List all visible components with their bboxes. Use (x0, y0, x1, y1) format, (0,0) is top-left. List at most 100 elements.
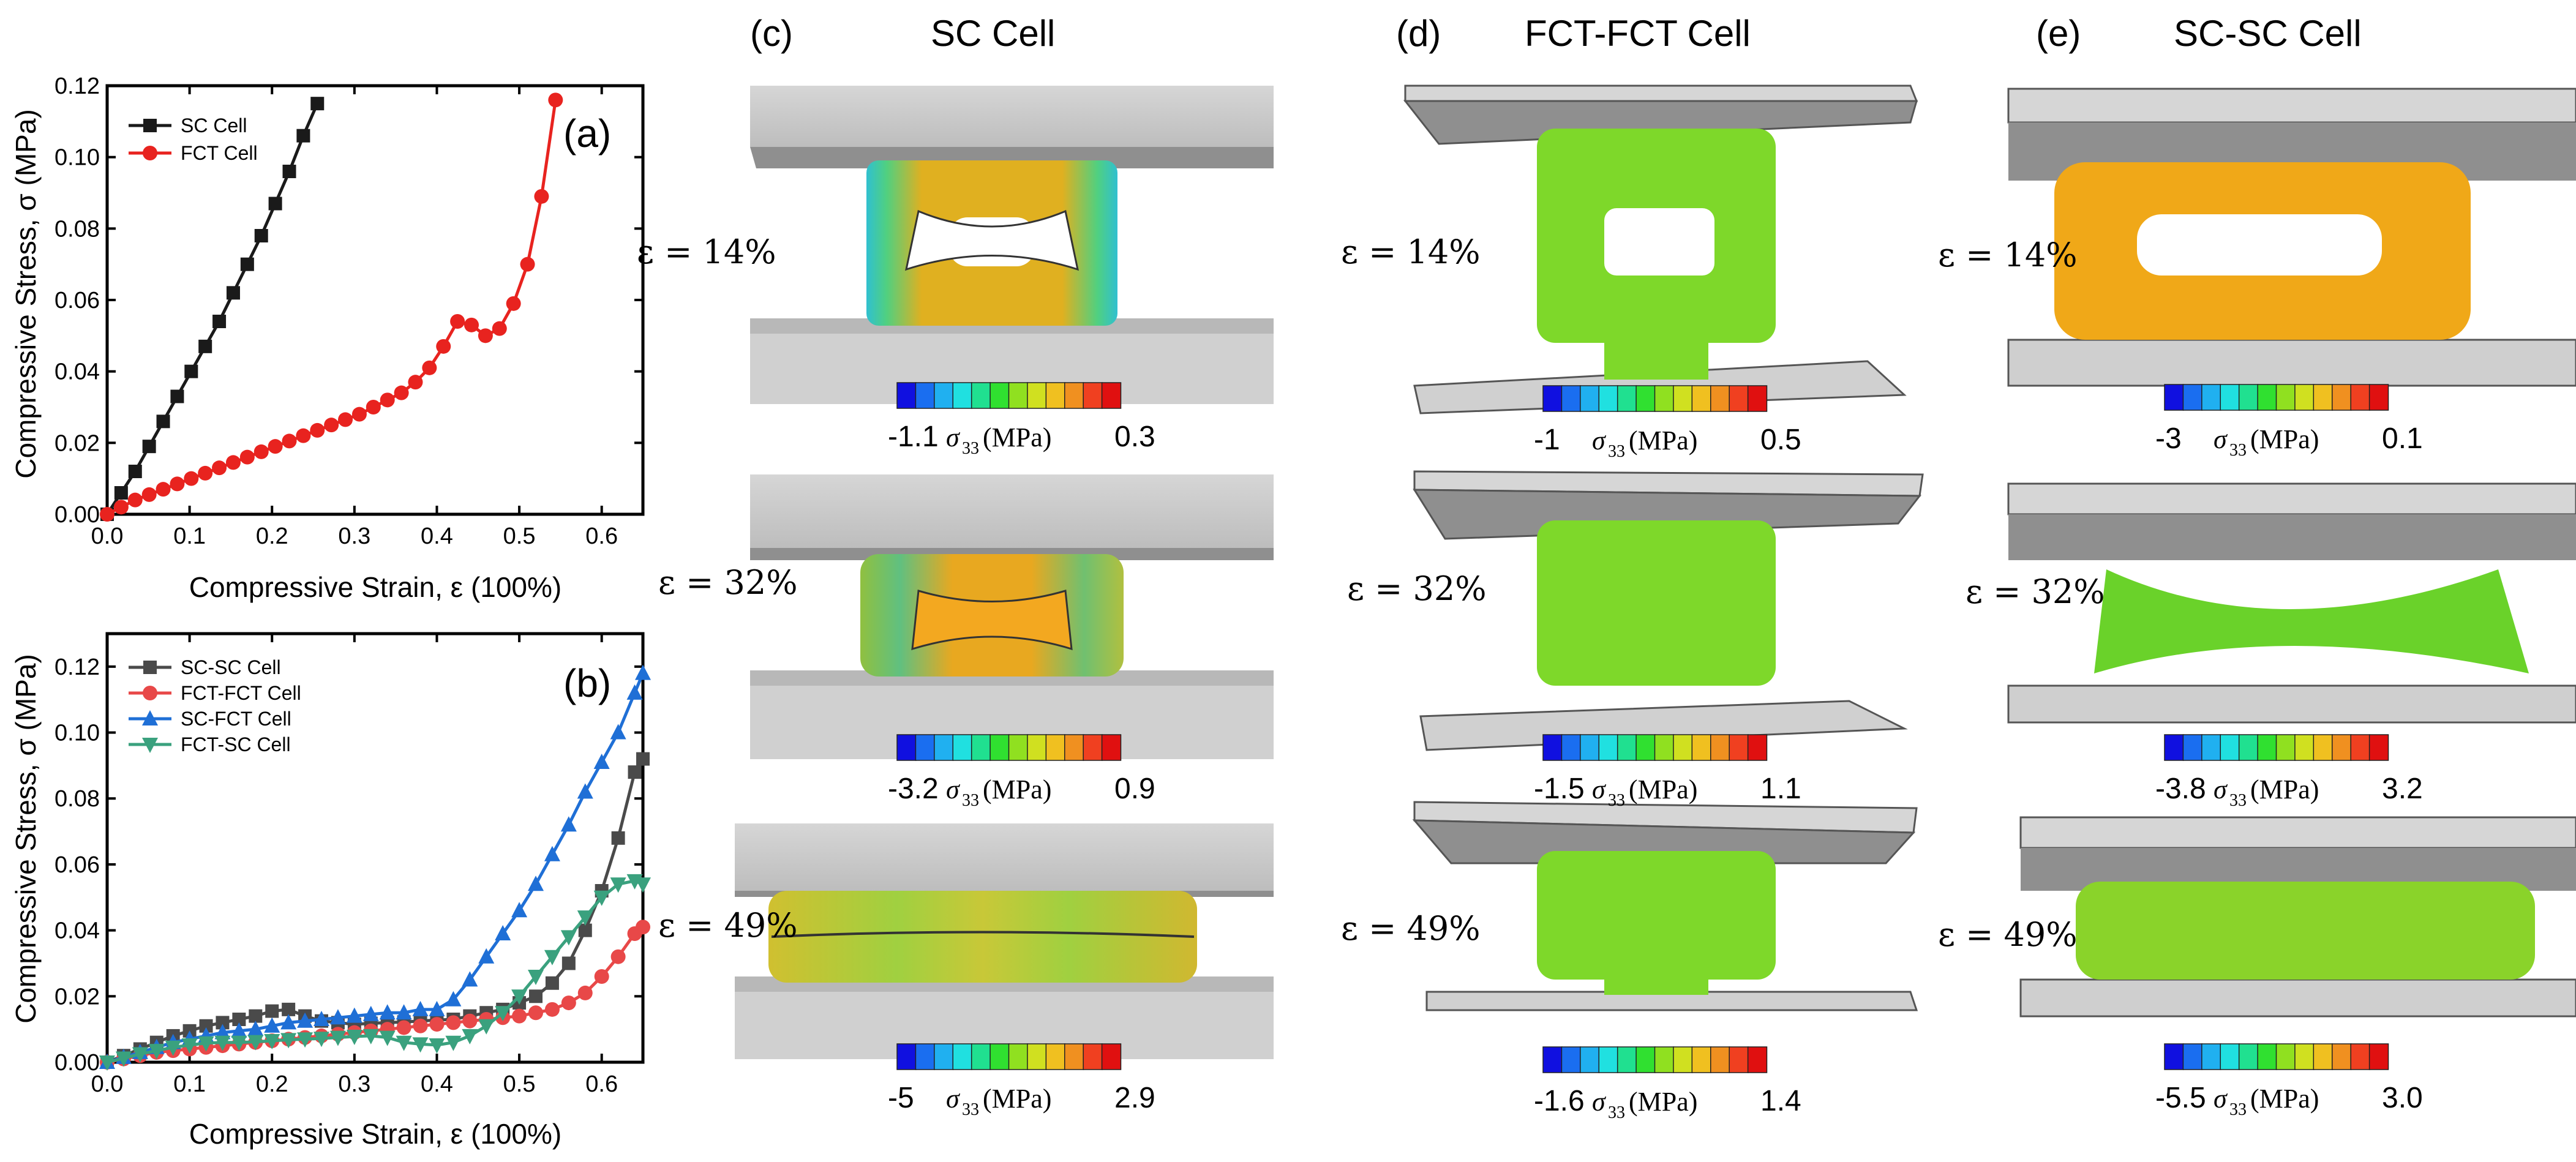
data-point (561, 995, 576, 1011)
colorbar: -1.1 0.3 σ 33 (MPa) (888, 382, 1155, 458)
colorbar-swatch (1635, 734, 1656, 761)
colorbar-swatch (952, 1043, 972, 1070)
x-tick-label: 0.0 (91, 1071, 124, 1097)
colorbar-max: 2.9 (1114, 1082, 1155, 1114)
data-point (413, 1018, 428, 1033)
unit-label: (MPa) (2250, 774, 2319, 804)
data-point (362, 1005, 379, 1021)
panel-a-y-axis-title: Compressive Stress, σ (MPa) (10, 109, 42, 479)
data-point (577, 783, 593, 799)
series-sc-cell (100, 97, 325, 521)
sigma-subscript: 33 (2229, 1100, 2247, 1119)
data-point (495, 925, 511, 940)
data-point (310, 422, 325, 438)
x-tick-label: 0.5 (503, 523, 536, 549)
colorbar: -1.6 1.4 σ 33 (MPa) (1534, 1046, 1801, 1122)
colorbar-swatch (1617, 385, 1637, 412)
panel-a-label: (a) (563, 111, 611, 156)
panel-d-colorbars: -1 0.5σ 33 (MPa)-1.5 1.1σ 33 (MPa)-1.6 1.4σ 33 (M… (1534, 385, 1801, 1122)
colorbar-swatch (989, 1043, 1010, 1070)
sigma-symbol: σ (1592, 774, 1607, 804)
x-tick-label: 0.4 (421, 523, 453, 549)
data-point (529, 989, 543, 1003)
colorbar-max: 0.5 (1760, 424, 1801, 456)
data-point (446, 1015, 461, 1030)
sigma-symbol: σ (2214, 424, 2228, 454)
data-point (548, 92, 563, 108)
colorbar-swatch (1617, 1046, 1637, 1073)
fct-fct-cell-frame-32 (1413, 470, 1924, 751)
data-point (611, 831, 625, 845)
colorbar-swatch (1729, 734, 1749, 761)
colorbar: -1 0.5 σ 33 (MPa) (1534, 385, 1801, 461)
colorbar-swatch (1101, 1043, 1122, 1070)
colorbar-swatch (971, 382, 991, 409)
colorbar-swatch (2238, 384, 2259, 411)
colorbar-swatch (1064, 382, 1084, 409)
data-point (198, 339, 212, 353)
data-point (544, 845, 560, 861)
panel-d-label: (d) (1396, 13, 1441, 54)
colorbar-min: -1.5 (1534, 773, 1585, 805)
colorbar-swatch (1045, 734, 1066, 761)
colorbar-swatch (1083, 382, 1103, 409)
panel-d-strain-49: ε = 49% (1341, 909, 1481, 948)
legend-label: SC-FCT Cell (181, 708, 291, 730)
y-tick-label: 0.12 (54, 654, 100, 680)
colorbar-swatch (1654, 734, 1675, 761)
data-point (635, 877, 651, 893)
colorbar-swatch (2275, 1043, 2296, 1070)
colorbar-swatch (2182, 1043, 2203, 1070)
panel-e-strain-49: ε = 49% (1938, 915, 2078, 954)
data-point (394, 385, 409, 400)
data-point (297, 1012, 314, 1028)
fem-panel-sc-cell: (c) SC Cell (637, 13, 1274, 1119)
unit-label: (MPa) (983, 422, 1051, 452)
data-point (249, 1009, 263, 1023)
panel-e-colorbars: -3 0.1σ 33 (MPa)-3.8 3.2σ 33 (MPa)-5.5 3.0σ 33 (M… (2155, 384, 2423, 1119)
sigma-subscript: 33 (1608, 791, 1625, 810)
colorbar-swatch (2164, 1043, 2184, 1070)
data-point (577, 985, 593, 1000)
data-point (214, 1024, 231, 1040)
colorbar-swatch (2220, 734, 2240, 761)
legend-label: FCT-SC Cell (181, 733, 291, 755)
colorbar-swatch (2294, 734, 2315, 761)
data-point (478, 948, 495, 964)
panel-a-legend: SC Cell FCT Cell (129, 114, 258, 164)
colorbar-swatch (2220, 1043, 2240, 1070)
colorbar-swatch (952, 734, 972, 761)
y-tick-label: 0.04 (54, 359, 100, 385)
data-point (114, 486, 128, 500)
colorbar-swatch (1561, 1046, 1582, 1073)
legend-marker (143, 146, 157, 160)
panel-c-strain-49: ε = 49% (658, 906, 798, 945)
fem-panel-sc-sc-cell: (e) SC-SC Cell ε = 14% ε = 32% ε = 49% -… (1938, 13, 2576, 1119)
colorbar-swatch (971, 1043, 991, 1070)
colorbar-swatch (934, 734, 954, 761)
data-point (462, 1013, 478, 1029)
colorbar-swatch (2368, 734, 2389, 761)
data-point (310, 97, 325, 111)
data-point (324, 418, 339, 433)
data-point (253, 444, 269, 459)
colorbar-swatch (2238, 734, 2259, 761)
colorbar-swatch (915, 1043, 936, 1070)
colorbar-swatch (1542, 1046, 1563, 1073)
legend-label: FCT-FCT Cell (181, 682, 301, 704)
colorbar-swatch (971, 734, 991, 761)
colorbar-swatch (2257, 384, 2277, 411)
colorbar-swatch (989, 382, 1010, 409)
data-point (141, 487, 157, 502)
colorbar-swatch (1064, 1043, 1084, 1070)
series-sc-sc-cell (100, 752, 650, 1069)
colorbar-swatch (1747, 385, 1768, 412)
y-tick-label: 0.10 (54, 145, 100, 171)
data-point (226, 286, 240, 300)
y-tick-label: 0.10 (54, 721, 100, 746)
data-point (216, 1016, 230, 1030)
data-point (396, 1035, 412, 1051)
data-point (231, 1035, 247, 1051)
unit-label: (MPa) (2250, 1084, 2319, 1114)
data-point (610, 724, 626, 740)
